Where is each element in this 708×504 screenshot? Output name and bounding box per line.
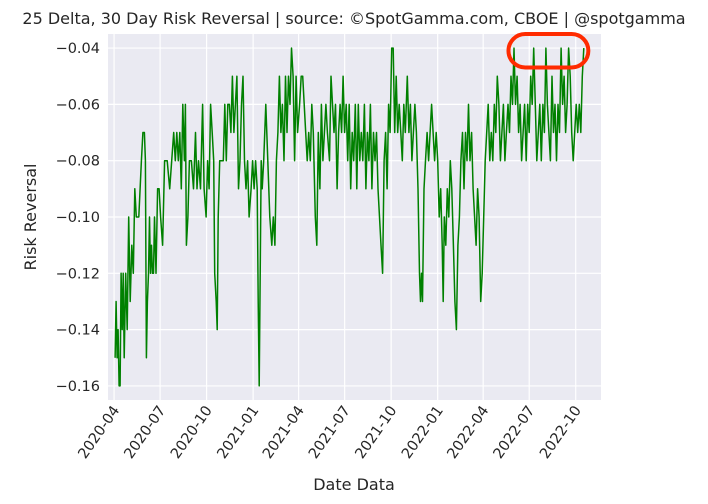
- y-tick-label: −0.16: [56, 379, 100, 395]
- y-axis-ticks: −0.04 −0.06 −0.08 −0.10 −0.12 −0.14 −0.16: [56, 41, 100, 395]
- highlight-annotation-circle: [506, 32, 591, 70]
- y-tick-label: −0.12: [56, 266, 100, 282]
- x-tick-label: 2021-01: [215, 403, 263, 462]
- y-tick-label: −0.04: [56, 41, 100, 57]
- chart-title: 25 Delta, 30 Day Risk Reversal | source:…: [22, 9, 685, 28]
- x-tick-label: 2020-04: [75, 403, 123, 462]
- x-axis-ticks: 2020-042020-072020-102021-012021-042021-…: [75, 403, 585, 462]
- y-tick-label: −0.14: [56, 323, 100, 339]
- x-tick-label: 2022-07: [491, 403, 539, 462]
- y-axis-label: Risk Reversal: [21, 164, 40, 271]
- x-tick-label: 2022-04: [445, 403, 493, 462]
- x-tick-label: 2021-04: [260, 403, 308, 462]
- y-tick-label: −0.06: [56, 97, 100, 113]
- x-axis-label: Date Data: [313, 475, 395, 494]
- x-tick-label: 2021-07: [306, 403, 354, 462]
- x-tick-label: 2020-10: [168, 403, 216, 462]
- x-tick-label: 2022-01: [399, 403, 447, 462]
- y-tick-label: −0.10: [56, 210, 100, 226]
- x-tick-label: 2020-07: [121, 403, 169, 462]
- x-tick-label: 2022-10: [537, 403, 585, 462]
- y-tick-label: −0.08: [56, 154, 100, 170]
- x-tick-label: 2021-10: [353, 403, 401, 462]
- risk-reversal-series-line: [114, 47, 585, 387]
